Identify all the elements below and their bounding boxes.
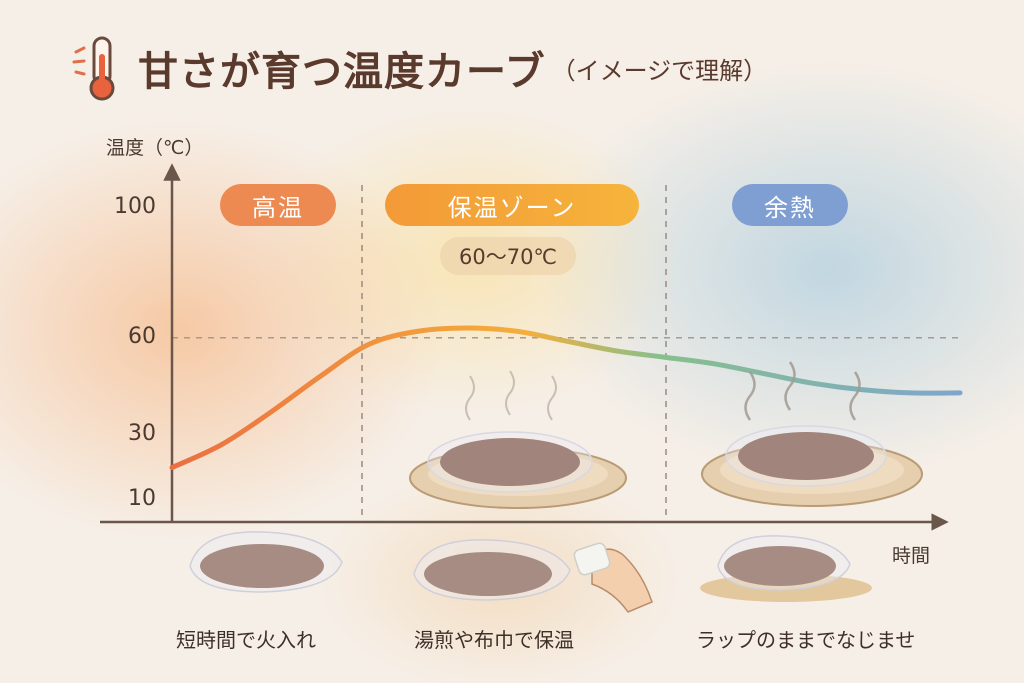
temperature-curve <box>169 325 963 471</box>
page-title: 甘さが育つ温度カーブ <box>138 49 546 95</box>
thermometer-icon <box>72 36 115 101</box>
page-subtitle: （イメージで理解） <box>551 56 768 85</box>
caption-step-2: 湯煎や布巾で保温 <box>414 628 574 652</box>
steam-icon-2 <box>744 361 861 421</box>
wrapped-patty-1 <box>189 531 343 593</box>
steam-icon <box>465 370 557 421</box>
hand-with-cloth-icon <box>573 542 653 613</box>
phase-label-keep-warm: 保温ゾーン <box>385 184 639 226</box>
y-tick-label: 100 <box>114 194 156 219</box>
caption-step-1: 短時間で火入れ <box>176 628 316 652</box>
title-row: 甘さが育つ温度カーブ （イメージで理解） <box>72 34 767 102</box>
y-tick-label: 60 <box>128 323 156 349</box>
phase-label-high-heat: 高温 <box>220 184 336 226</box>
temperature-range-badge: 60〜70℃ <box>440 237 576 275</box>
x-axis-label: 時間 <box>892 545 931 567</box>
y-tick-label: 30 <box>128 421 156 447</box>
y-tick-label: 10 <box>128 485 156 511</box>
wrapped-patty-3 <box>700 535 872 602</box>
phase-label-residual-heat: 余熱 <box>732 184 848 226</box>
y-axis-label: 温度（℃） <box>106 137 204 159</box>
plate-with-patty-2 <box>701 425 923 507</box>
wrapped-patty-2 <box>413 539 571 601</box>
caption-step-3: ラップのままでなじませ <box>696 628 916 652</box>
plate-with-patty-1 <box>409 431 627 509</box>
